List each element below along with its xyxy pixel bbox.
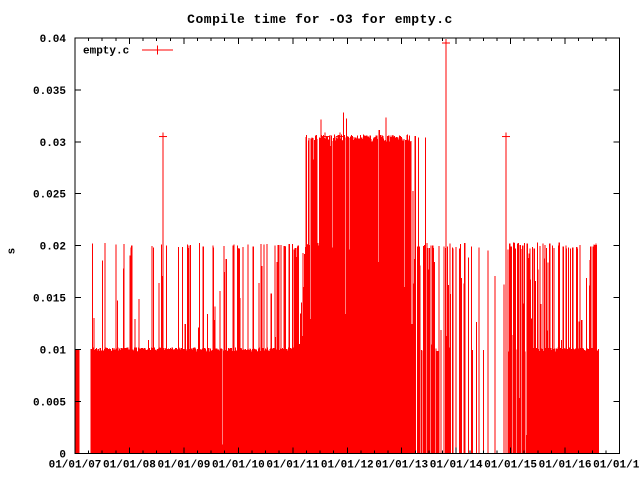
- svg-text:0.015: 0.015: [33, 294, 66, 306]
- svg-text:01/01/17: 01/01/17: [593, 460, 640, 472]
- svg-text:0.04: 0.04: [40, 34, 67, 46]
- svg-text:01/01/15: 01/01/15: [484, 460, 537, 472]
- svg-text:01/01/09: 01/01/09: [157, 460, 210, 472]
- svg-text:01/01/16: 01/01/16: [539, 460, 592, 472]
- svg-text:0.01: 0.01: [40, 346, 67, 358]
- svg-text:01/01/14: 01/01/14: [430, 460, 483, 472]
- svg-text:0.02: 0.02: [40, 242, 66, 254]
- svg-text:01/01/08: 01/01/08: [103, 460, 156, 472]
- svg-text:0.005: 0.005: [33, 398, 66, 410]
- svg-text:01/01/10: 01/01/10: [212, 460, 265, 472]
- svg-text:0.03: 0.03: [40, 138, 67, 150]
- svg-text:s: s: [7, 248, 19, 255]
- svg-text:0.035: 0.035: [33, 86, 66, 98]
- svg-text:01/01/12: 01/01/12: [321, 460, 374, 472]
- svg-text:empty.c: empty.c: [83, 46, 129, 58]
- svg-text:0.025: 0.025: [33, 190, 66, 202]
- svg-text:01/01/07: 01/01/07: [49, 460, 102, 472]
- svg-text:01/01/11: 01/01/11: [266, 460, 319, 472]
- svg-text:01/01/13: 01/01/13: [375, 460, 428, 472]
